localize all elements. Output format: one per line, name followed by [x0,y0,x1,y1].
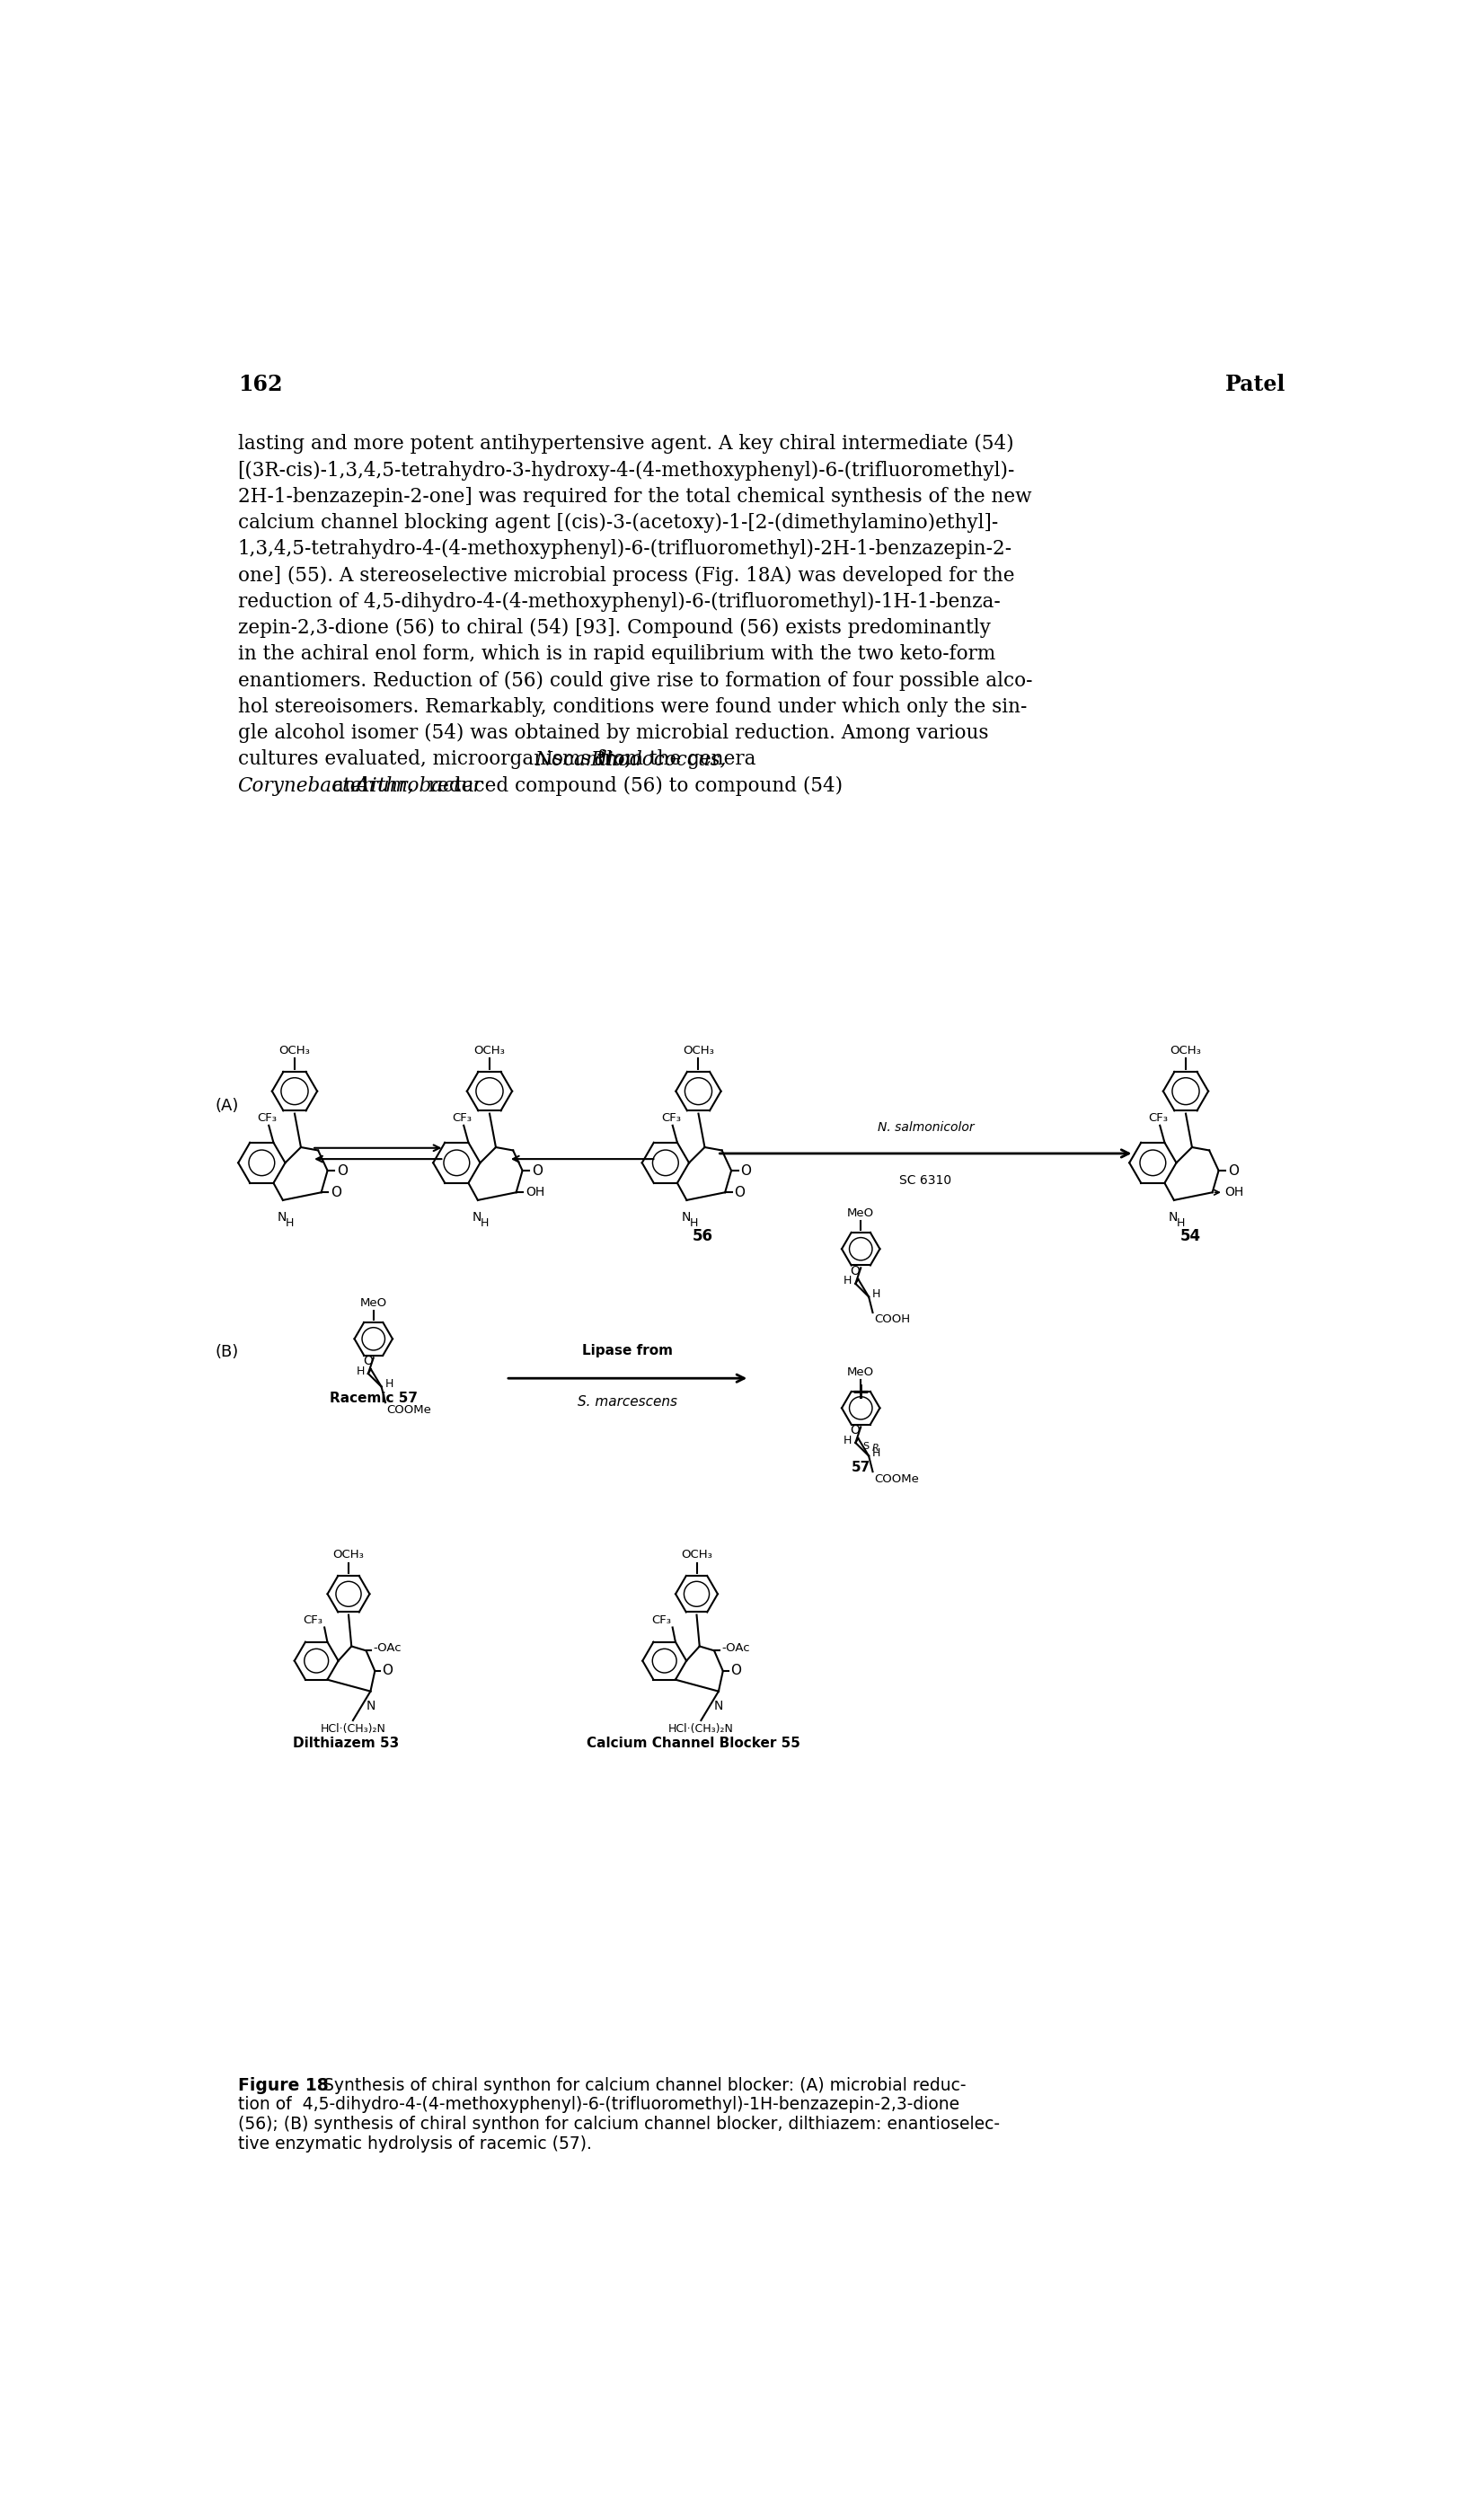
Text: lasting and more potent antihypertensive agent. A key chiral intermediate (54): lasting and more potent antihypertensive… [237,434,1014,454]
Text: CF₃: CF₃ [651,1615,671,1625]
Text: MeO: MeO [847,1366,874,1379]
Text: calcium channel blocking agent [(cis)-3-(acetoxy)-1-[2-(dimethylamino)ethyl]-: calcium channel blocking agent [(cis)-3-… [237,514,997,534]
Text: Arthrobacter: Arthrobacter [356,775,482,795]
Text: CF₃: CF₃ [257,1112,278,1124]
Text: gle alcohol isomer (54) was obtained by microbial reduction. Among various: gle alcohol isomer (54) was obtained by … [237,723,988,743]
Text: N: N [472,1212,482,1224]
Text: O: O [741,1164,751,1177]
Text: Rhodococcus,: Rhodococcus, [585,750,726,770]
Text: H: H [481,1217,488,1229]
Text: H: H [386,1379,393,1391]
Text: Calcium Channel Blocker 55: Calcium Channel Blocker 55 [586,1735,800,1750]
Text: CF₃: CF₃ [660,1112,681,1124]
Text: COOMe: COOMe [874,1473,919,1486]
Text: O: O [337,1164,347,1177]
Text: enantiomers. Reduction of (56) could give rise to formation of four possible alc: enantiomers. Reduction of (56) could giv… [237,671,1033,691]
Text: Lipase from: Lipase from [582,1344,672,1359]
Text: O: O [730,1665,741,1678]
Text: COOH: COOH [874,1314,910,1326]
Text: H: H [843,1433,852,1446]
Text: -OAc: -OAc [374,1643,402,1653]
Text: O: O [735,1187,745,1199]
Text: Synthesis of chiral synthon for calcium channel blocker: (A) microbial reduc-: Synthesis of chiral synthon for calcium … [307,2077,966,2094]
Text: cultures evaluated, microorganisms from the genera: cultures evaluated, microorganisms from … [237,750,761,770]
Text: and: and [326,775,375,795]
Text: H: H [1177,1217,1186,1229]
Text: in the achiral enol form, which is in rapid equilibrium with the two keto-form: in the achiral enol form, which is in ra… [237,643,996,663]
Text: SC 6310: SC 6310 [899,1174,951,1187]
Text: S: S [862,1441,870,1451]
Text: OCH₃: OCH₃ [332,1548,364,1561]
Text: OCH₃: OCH₃ [681,1548,712,1561]
Text: 2H-1-benzazepin-2-one] was required for the total chemical synthesis of the new: 2H-1-benzazepin-2-one] was required for … [237,486,1031,506]
Text: 162: 162 [237,374,282,396]
Text: (B): (B) [215,1344,239,1359]
Text: R: R [873,1443,879,1453]
Text: MeO: MeO [361,1296,387,1309]
Text: N: N [714,1700,723,1713]
Text: 57: 57 [852,1461,870,1473]
Text: O: O [362,1354,372,1366]
Text: O: O [531,1164,543,1177]
Text: N: N [367,1700,375,1713]
Text: tion of  4,5-dihydro-4-(4-methoxyphenyl)-6-(trifluoromethyl)-1H-benzazepin-2,3-d: tion of 4,5-dihydro-4-(4-methoxyphenyl)-… [237,2097,959,2114]
Text: MeO: MeO [847,1207,874,1219]
Text: H: H [356,1366,365,1376]
Text: -OAc: -OAc [721,1643,749,1653]
Text: H: H [873,1448,881,1458]
Text: 54: 54 [1180,1229,1201,1244]
Text: O: O [850,1264,859,1276]
Text: Dilthiazem 53: Dilthiazem 53 [292,1735,399,1750]
Text: (56); (B) synthesis of chiral synthon for calcium channel blocker, dilthiazem: e: (56); (B) synthesis of chiral synthon fo… [237,2117,1000,2134]
Text: HCl·(CH₃)₂N: HCl·(CH₃)₂N [321,1723,386,1735]
Text: Figure 18: Figure 18 [237,2077,328,2094]
Text: O: O [331,1187,341,1199]
Text: reduced compound (56) to compound (54): reduced compound (56) to compound (54) [421,775,843,795]
Text: O: O [850,1424,859,1436]
Text: H: H [285,1217,294,1229]
Text: Racemic 57: Racemic 57 [329,1391,417,1406]
Text: N: N [278,1212,286,1224]
Text: OCH₃: OCH₃ [473,1045,505,1057]
Text: OH: OH [1224,1187,1244,1199]
Text: O: O [1229,1164,1239,1177]
Text: Corynebacterium,: Corynebacterium, [237,775,414,795]
Text: Nocardia,: Nocardia, [534,750,631,770]
Text: +: + [852,1381,870,1404]
Text: HCl·(CH₃)₂N: HCl·(CH₃)₂N [668,1723,733,1735]
Text: OH: OH [525,1187,545,1199]
Text: H: H [843,1274,852,1286]
Text: O: O [383,1665,393,1678]
Text: [(3R-cis)-1,3,4,5-tetrahydro-3-hydroxy-4-(4-methoxyphenyl)-6-(trifluoromethyl)-: [(3R-cis)-1,3,4,5-tetrahydro-3-hydroxy-4… [237,461,1015,481]
Text: Patel: Patel [1224,374,1285,396]
Text: (A): (A) [215,1097,239,1114]
Text: H: H [690,1217,697,1229]
Text: CF₃: CF₃ [1149,1112,1168,1124]
Text: zepin-2,3-dione (56) to chiral (54) [93]. Compound (56) exists predominantly: zepin-2,3-dione (56) to chiral (54) [93]… [237,618,990,638]
Text: hol stereoisomers. Remarkably, conditions were found under which only the sin-: hol stereoisomers. Remarkably, condition… [237,698,1027,715]
Text: N. salmonicolor: N. salmonicolor [877,1122,974,1134]
Text: tive enzymatic hydrolysis of racemic (57).: tive enzymatic hydrolysis of racemic (57… [237,2134,592,2151]
Text: OCH₃: OCH₃ [279,1045,310,1057]
Text: reduction of 4,5-dihydro-4-(4-methoxyphenyl)-6-(trifluoromethyl)-1H-1-benza-: reduction of 4,5-dihydro-4-(4-methoxyphe… [237,591,1000,611]
Text: CF₃: CF₃ [453,1112,472,1124]
Text: one] (55). A stereoselective microbial process (Fig. 18A) was developed for the: one] (55). A stereoselective microbial p… [237,566,1014,586]
Text: COOMe: COOMe [387,1404,432,1416]
Text: CF₃: CF₃ [303,1615,324,1625]
Text: N: N [681,1212,690,1224]
Text: N: N [1169,1212,1178,1224]
Text: S. marcescens: S. marcescens [577,1396,677,1409]
Text: H: H [873,1289,881,1299]
Text: 56: 56 [693,1229,714,1244]
Text: OCH₃: OCH₃ [683,1045,714,1057]
Text: OCH₃: OCH₃ [1169,1045,1202,1057]
Text: 1,3,4,5-tetrahydro-4-(4-methoxyphenyl)-6-(trifluoromethyl)-2H-1-benzazepin-2-: 1,3,4,5-tetrahydro-4-(4-methoxyphenyl)-6… [237,538,1012,558]
